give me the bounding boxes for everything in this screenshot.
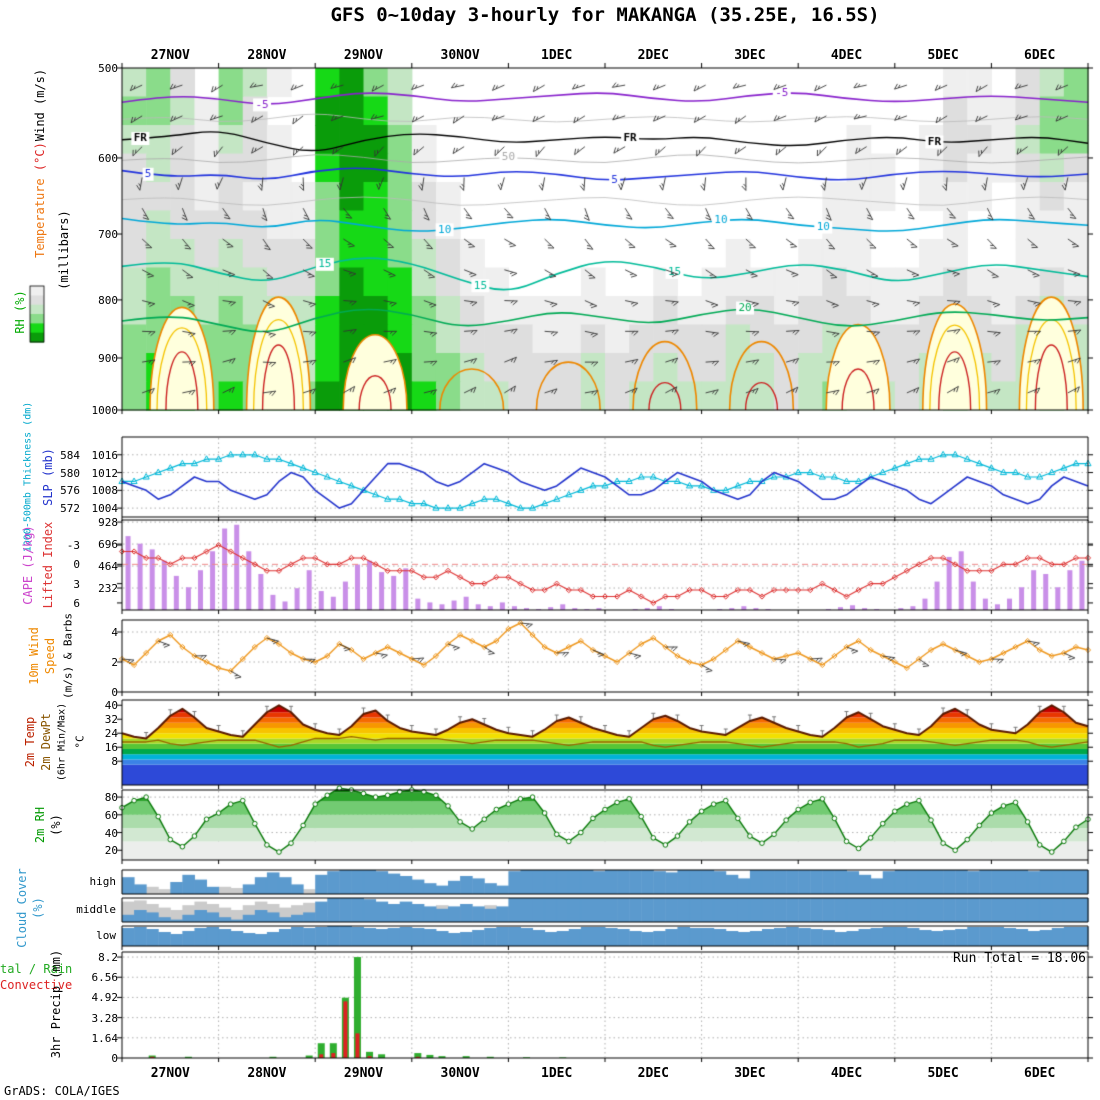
rh-tick-label: 40 (104, 826, 118, 840)
date-label: 2DEC (637, 48, 669, 63)
legend-total-rain: tal / Rain (0, 962, 73, 976)
date-label: 3DEC (734, 1066, 766, 1081)
date-label: 1DEC (541, 48, 573, 63)
cloud-row-label: low (96, 929, 116, 942)
precip-tick-label: 0 (111, 1052, 118, 1065)
precip-tick-label: 8.2 (98, 951, 118, 965)
precip-tick-label: 6.56 (91, 971, 119, 985)
precip-tick-label: 1.64 (91, 1031, 119, 1045)
wind-tick-label: 4 (111, 626, 118, 639)
date-label: 27NOV (150, 48, 190, 63)
cape-tick-label: 464 (98, 560, 118, 574)
temp-tick-label: 40 (104, 699, 118, 713)
axis-label-wind: Wind (m/s) (33, 68, 47, 142)
axis-label-minmax: (6hr Min/Max) (56, 702, 68, 782)
pressure-tick-label: 500 (98, 62, 118, 75)
axis-label-10m-wind: 10m Wind (27, 627, 41, 685)
date-label: 5DEC (927, 1066, 959, 1081)
axis-label-cape: CAPE (J/kg) (21, 525, 35, 605)
date-label: 29NOV (343, 1066, 384, 1081)
thickness-tick-label: 584 (60, 448, 80, 462)
date-label: 3DEC (734, 48, 766, 63)
axis-label-temperature-unit: (°C) (33, 142, 47, 172)
date-label: 6DEC (1024, 1066, 1056, 1081)
date-label: 29NOV (343, 48, 384, 63)
li-tick-label: -3 (66, 539, 80, 553)
date-label: 28NOV (247, 48, 287, 63)
rh-tick-label: 80 (104, 791, 118, 805)
li-tick-label: 3 (73, 577, 80, 591)
axis-label-precip: 3hr Precip (mm) (49, 949, 63, 1059)
date-label: 6DEC (1024, 48, 1056, 63)
temp-tick-label: 16 (104, 741, 118, 755)
pressure-tick-label: 600 (98, 151, 118, 165)
precip-tick-label: 4.92 (91, 991, 119, 1005)
pressure-tick-label: 700 (98, 228, 118, 242)
precip-tick-label: 3.28 (91, 1011, 119, 1025)
wind-tick-label: 2 (111, 656, 118, 669)
pressure-tick-label: 800 (98, 293, 118, 307)
slp-tick-label: 1016 (91, 448, 119, 462)
slp-tick-label: 1004 (91, 502, 119, 516)
date-label: 1DEC (541, 1066, 573, 1081)
axis-label-temperature: Temperature (°C) (33, 142, 47, 258)
thickness-tick-label: 580 (60, 466, 80, 480)
legend-convective: Convective (0, 978, 73, 992)
axis-label-millibars: (millibars) (57, 210, 71, 290)
wind-tick-label: 0 (111, 686, 118, 699)
axis-label-cloud-cover: Cloud Cover (15, 868, 29, 948)
cloud-row-label: middle (76, 903, 116, 916)
footer-credit: GrADS: COLA/IGES (4, 1084, 120, 1098)
rh-tick-label: 20 (104, 844, 118, 858)
date-label: 5DEC (927, 48, 959, 63)
date-label: 28NOV (247, 1066, 287, 1081)
thickness-tick-label: 572 (60, 502, 80, 516)
slp-tick-label: 1008 (91, 484, 119, 498)
chart-title: GFS 0~10day 3-hourly for MAKANGA (35.25E… (330, 4, 880, 26)
temp-tick-label: 8 (111, 755, 118, 769)
li-tick-label: 0 (73, 558, 80, 572)
axis-label-2m-rh-unit: (%) (49, 814, 63, 836)
cape-tick-label: 928 (98, 516, 118, 530)
date-label: 2DEC (637, 1066, 669, 1081)
pressure-tick-label: 900 (98, 352, 118, 365)
cape-tick-label: 696 (98, 538, 118, 552)
cape-tick-label: 232 (98, 582, 118, 596)
temp-tick-label: 24 (104, 727, 118, 741)
axis-label-temperature-word: Temperature (33, 178, 47, 258)
axis-label-rh: RH (%) (13, 290, 27, 334)
rh-tick-label: 60 (104, 808, 118, 822)
cloud-row-label: high (89, 875, 117, 888)
pressure-tick-label: 1000 (91, 404, 119, 417)
date-label: 4DEC (830, 1066, 863, 1081)
axis-label-cloud-unit: (%) (31, 897, 45, 919)
date-label: 27NOV (150, 1066, 190, 1081)
slp-tick-label: 1012 (91, 466, 119, 480)
temp-tick-label: 32 (104, 713, 118, 727)
run-total: Run Total = 18.06 (952, 951, 1086, 966)
date-label: 4DEC (830, 48, 863, 63)
li-tick-label: 6 (73, 596, 80, 610)
date-label: 30NOV (440, 1066, 480, 1081)
axis-label-2m-dewpt: 2m DewPt (39, 713, 53, 771)
axis-label-2m-rh: 2m RH (33, 806, 47, 844)
axis-label-2m-temp: 2m Temp (23, 716, 37, 768)
axis-label-10m-speed: Speed (43, 637, 57, 675)
thickness-tick-label: 576 (60, 484, 80, 498)
date-label: 30NOV (440, 48, 480, 63)
